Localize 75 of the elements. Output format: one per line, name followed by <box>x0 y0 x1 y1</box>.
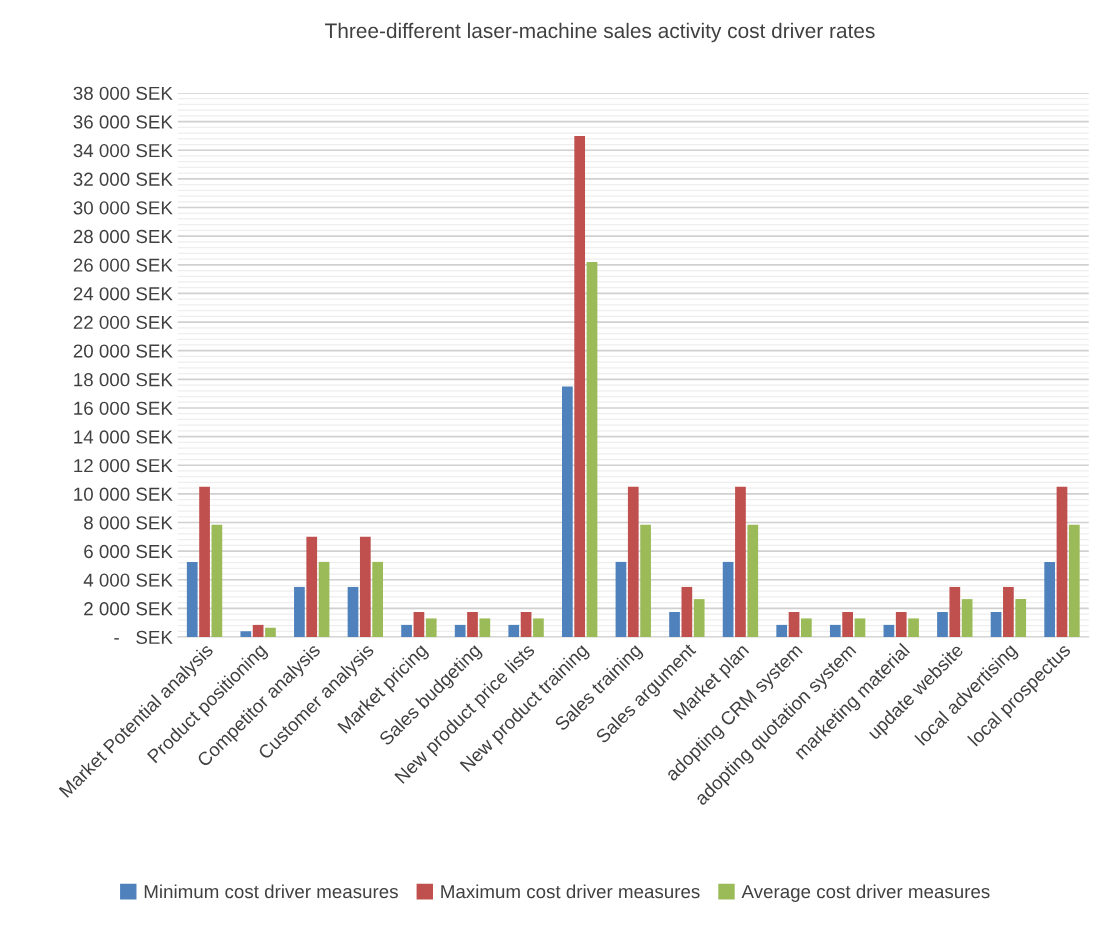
bar <box>640 524 651 638</box>
y-tick-label: 18 000 SEK <box>74 373 173 387</box>
bar <box>347 586 359 638</box>
bar <box>199 486 210 638</box>
y-tick-label: 26 000 SEK <box>73 258 173 272</box>
legend-label: Maximum cost driver measures <box>441 884 700 899</box>
legend-label: Average cost driver measures <box>741 884 990 902</box>
y-tick-label: 22 000 SEK <box>73 315 173 330</box>
bar <box>788 612 800 638</box>
bar <box>829 624 841 638</box>
bar <box>937 612 948 638</box>
bar <box>520 612 532 638</box>
bar <box>961 599 973 638</box>
y-tick-label: 28 000 SEK <box>73 229 173 244</box>
y-tick-label: 16 000 SEK <box>74 401 173 415</box>
y-tick-label: 2 000 SEK <box>84 602 173 616</box>
bar <box>211 524 223 638</box>
bar <box>562 386 573 638</box>
y-tick-label: 36 000 SEK <box>73 115 173 129</box>
bar <box>747 524 759 638</box>
bar <box>467 612 478 638</box>
bar <box>693 599 705 638</box>
y-tick-label: 24 000 SEK <box>73 287 173 301</box>
y-tick-label: 34 000 SEK <box>73 143 173 158</box>
bar <box>842 612 853 638</box>
bar <box>1003 586 1014 638</box>
y-tick-label: 12 000 SEK <box>74 458 173 473</box>
bar <box>1068 524 1080 638</box>
y-tick-label: 14 000 SEK <box>74 430 173 444</box>
bar <box>990 612 1002 638</box>
y-tick-label: 10 000 SEK <box>74 487 173 501</box>
bar <box>318 561 330 638</box>
bar <box>306 536 318 638</box>
y-tick-label: 6 000 SEK <box>84 544 173 559</box>
y-tick-label: 20 000 SEK <box>73 344 173 358</box>
bar <box>372 561 384 638</box>
bar <box>294 586 305 638</box>
bar <box>454 624 466 638</box>
bar <box>883 624 895 638</box>
y-tick-label: 38 000 SEK <box>73 86 173 100</box>
chart-title: Three-different laser-machine sales activity cost driver rates <box>325 22 875 43</box>
bar <box>776 624 788 638</box>
bar <box>627 486 639 638</box>
bar <box>359 536 371 638</box>
bar <box>401 624 412 638</box>
bar <box>574 135 586 638</box>
bar <box>413 612 425 638</box>
bar <box>1015 599 1027 638</box>
bar <box>908 618 919 638</box>
bar <box>854 618 866 638</box>
bar <box>1056 486 1068 638</box>
bar <box>265 627 276 638</box>
y-tick-label: 8 000 SEK <box>84 516 173 530</box>
bar <box>735 486 746 638</box>
legend-label: Minimum cost driver measures <box>144 884 398 899</box>
y-tick-label: 4 000 SEK <box>83 573 173 587</box>
bar <box>681 586 693 638</box>
bar <box>722 561 734 638</box>
bar <box>533 618 544 638</box>
bar <box>425 618 437 638</box>
bar <box>508 624 520 638</box>
bar <box>252 624 264 638</box>
bar <box>240 631 252 638</box>
bar <box>615 561 627 638</box>
bar <box>1044 561 1056 638</box>
y-tick-label: 30 000 SEK <box>73 201 173 215</box>
y-tick-label: - SEK <box>114 630 173 645</box>
bar <box>895 612 907 638</box>
y-tick-label: 32 000 SEK <box>73 172 173 186</box>
bar <box>186 561 198 638</box>
bar <box>479 618 491 638</box>
bar <box>949 586 961 638</box>
bar <box>669 612 680 638</box>
bar <box>586 261 598 638</box>
bar <box>801 618 812 638</box>
